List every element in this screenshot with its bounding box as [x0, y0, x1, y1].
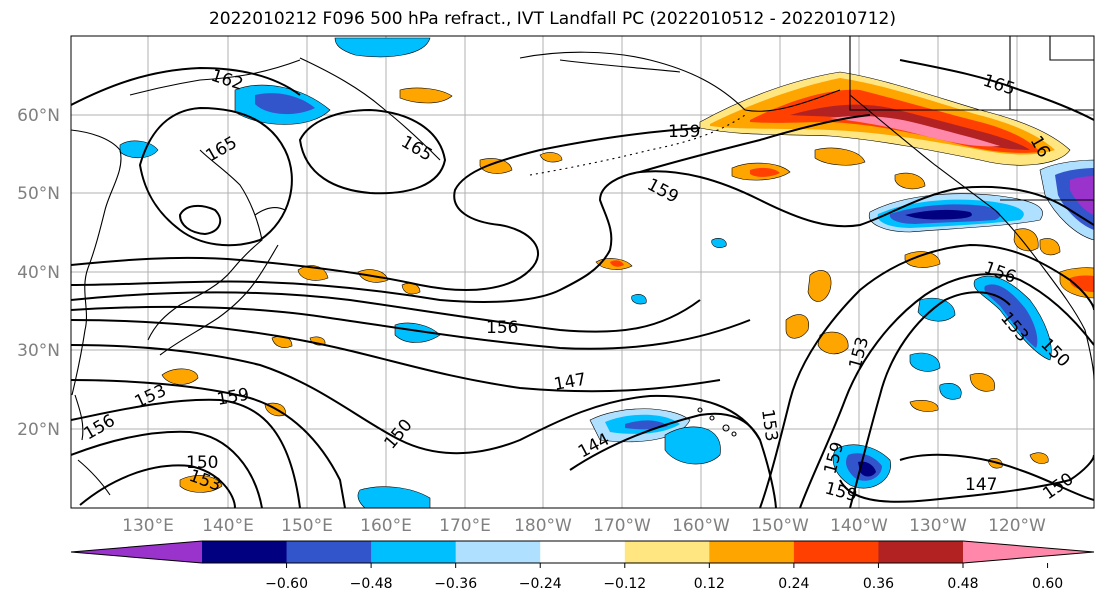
colorbar-tick-label: 0.36: [863, 576, 894, 592]
contour-label: 159: [668, 122, 700, 142]
lat-label: 20°N: [17, 420, 60, 440]
colorbar-segment: [624, 541, 710, 563]
contour-label: 147: [965, 475, 997, 495]
colorbar-extend-low: [71, 541, 202, 563]
ivt-shading: [119, 37, 1094, 508]
contour-label: 156: [486, 318, 518, 338]
lon-label: 170°E: [439, 516, 491, 536]
lon-label: 160°W: [672, 516, 730, 536]
colorbar-tick-label: −0.12: [603, 576, 646, 592]
lat-label: 60°N: [17, 106, 60, 126]
colorbar-segment: [202, 541, 288, 563]
colorbar-segment: [793, 541, 879, 563]
lat-label: 50°N: [17, 184, 60, 204]
map-title: 2022010212 F096 500 hPa refract., IVT La…: [208, 9, 896, 29]
colorbar-segment: [878, 541, 964, 563]
lat-label: 40°N: [17, 263, 60, 283]
colorbar-outline: [70, 540, 1095, 564]
colorbar-tick-label: 0.12: [694, 576, 725, 592]
map-frame: [70, 35, 1095, 509]
colorbar-tick-label: −0.60: [265, 576, 308, 592]
lon-label: 150°E: [281, 516, 333, 536]
colorbar-tick-label: −0.36: [434, 576, 477, 592]
longitude-labels: 130°E 140°E 150°E 160°E 170°E 180°W 170°…: [122, 516, 1046, 536]
colorbar-tick-label: −0.24: [519, 576, 562, 592]
lon-label: 180°W: [514, 516, 572, 536]
contour-label: 150: [186, 453, 218, 473]
refractivity-contours: [71, 59, 1094, 508]
colorbar-tick-label: 0.48: [947, 576, 978, 592]
lon-label: 160°E: [360, 516, 412, 536]
lon-label: 130°E: [122, 516, 174, 536]
colorbar-tick-label: 0.60: [1032, 576, 1063, 592]
latitude-labels: 60°N 50°N 40°N 30°N 20°N: [17, 106, 60, 440]
coastlines: [71, 36, 1094, 496]
lat-label: 30°N: [17, 341, 60, 361]
lon-label: 150°W: [751, 516, 809, 536]
lon-label: 120°W: [988, 516, 1046, 536]
colorbar-tick-label: 0.24: [778, 576, 809, 592]
colorbar-segment: [286, 541, 372, 563]
colorbar-tick-label: −0.48: [350, 576, 393, 592]
lon-label: 130°W: [909, 516, 967, 536]
lon-label: 170°W: [593, 516, 651, 536]
contour-label: 153: [757, 408, 781, 443]
colorbar-segment: [709, 541, 795, 563]
colorbar-extend-high: [963, 541, 1094, 563]
colorbar: −0.60 −0.48 −0.36 −0.24 −0.12 0.12 0.24 0.36 0.4…: [70, 540, 1095, 592]
lon-label: 140°E: [202, 516, 254, 536]
colorbar-segment: [371, 541, 457, 563]
colorbar-segment: [540, 541, 626, 563]
colorbar-segment: [455, 541, 541, 563]
lon-label: 140°W: [830, 516, 888, 536]
